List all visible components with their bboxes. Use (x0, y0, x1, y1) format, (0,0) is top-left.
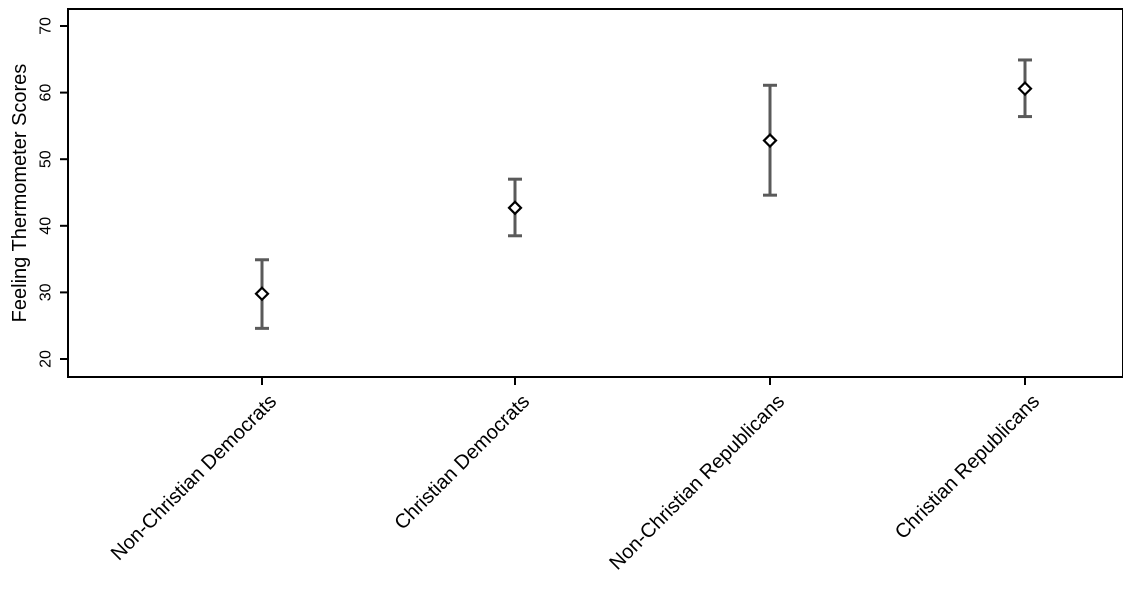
x-tick-label: Non-Christian Republicans (605, 391, 789, 575)
y-axis-label: Feeling Thermometer Scores (9, 64, 31, 323)
y-tick-label: 60 (38, 84, 55, 102)
point-estimate-marker (254, 286, 270, 302)
point-estimate-marker (762, 132, 778, 149)
y-tick-label: 70 (38, 17, 55, 35)
x-tick-label: Christian Democrats (390, 391, 534, 535)
x-tick-label: Non-Christian Democrats (107, 391, 281, 565)
x-tick-label: Christian Republicans (891, 391, 1044, 544)
y-tick-label: 40 (38, 217, 55, 235)
y-tick-label: 20 (38, 350, 55, 368)
point-estimate-marker (507, 200, 523, 216)
point-estimates (254, 81, 1033, 302)
error-bars (255, 58, 1032, 330)
point-estimate-marker (1017, 81, 1033, 97)
plot-frame (67, 8, 1123, 378)
y-tick-label: 30 (38, 283, 55, 301)
y-axis-ticks: 20 30 40 50 60 70 (38, 17, 68, 368)
y-tick-label: 50 (38, 150, 55, 168)
x-axis-ticks: Non-Christian Democrats Christian Democra… (107, 377, 1044, 574)
